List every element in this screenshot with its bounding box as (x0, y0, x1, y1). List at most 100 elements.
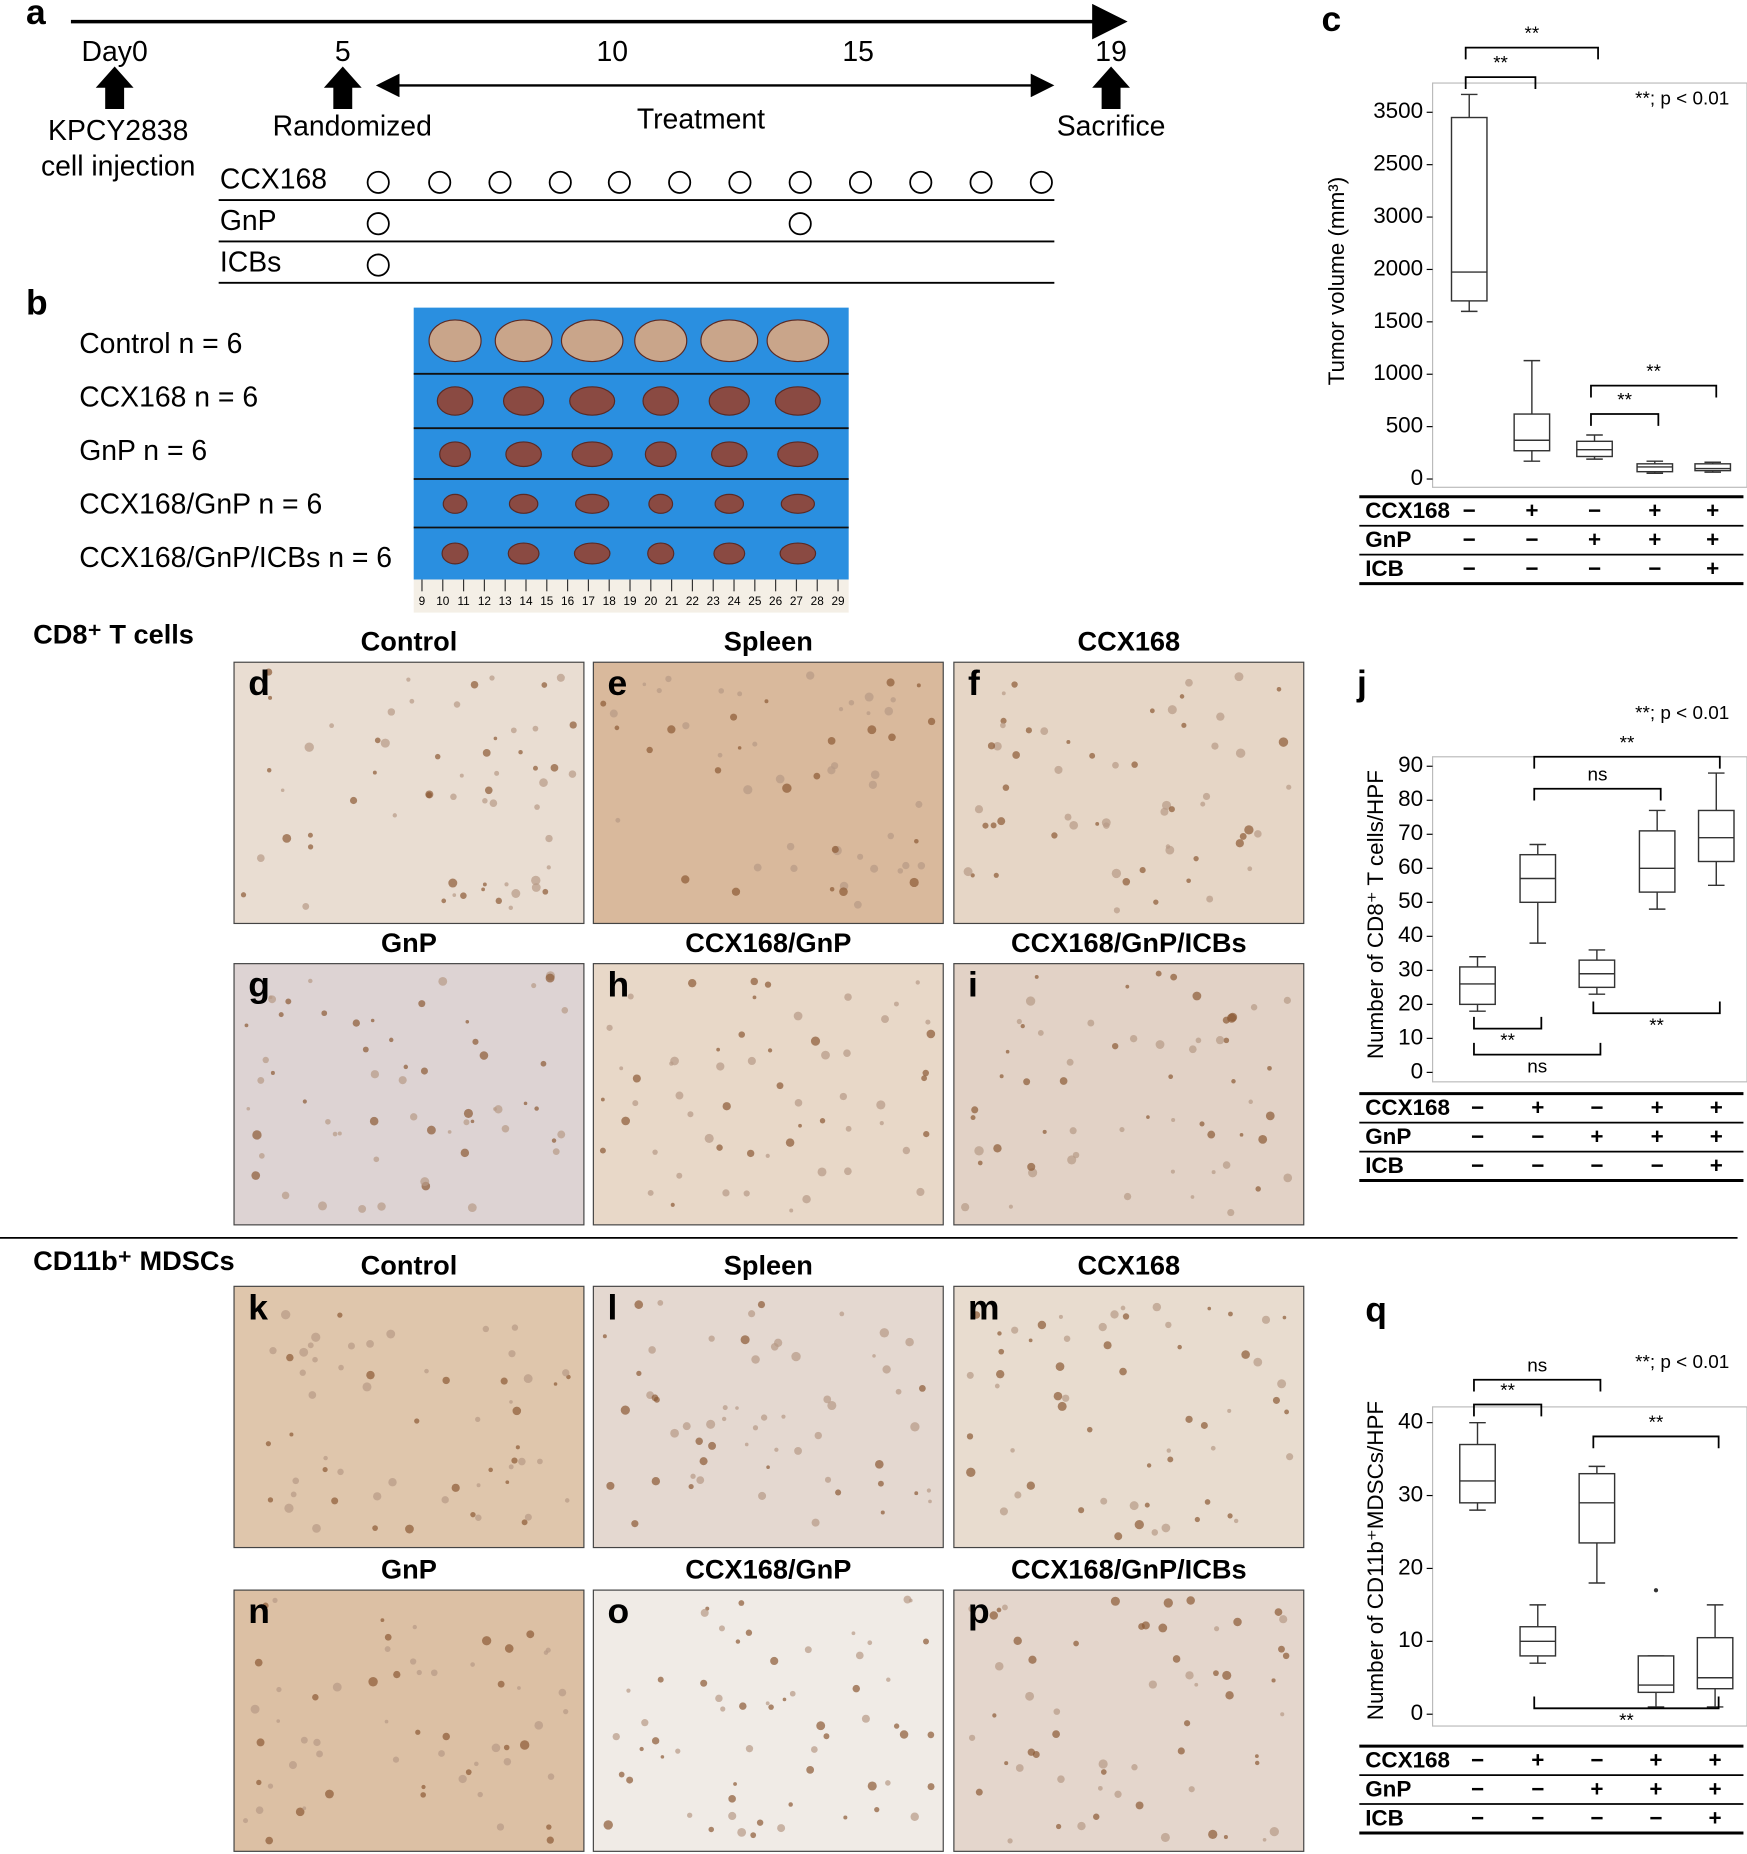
stained-cell (362, 1046, 369, 1053)
stained-cell (465, 1769, 472, 1776)
stained-cell (1179, 694, 1185, 699)
stained-cell (738, 1600, 745, 1606)
stained-cell (569, 721, 577, 729)
stained-cell (459, 773, 464, 778)
table-sign: − (1531, 1124, 1544, 1149)
event-arrow (95, 66, 134, 110)
stained-cell (735, 1639, 741, 1644)
table-sign: − (1471, 1805, 1484, 1830)
stained-cell (458, 1774, 467, 1784)
stained-cell (966, 1467, 976, 1478)
stained-cell (546, 1824, 552, 1830)
stained-cell (398, 1076, 407, 1085)
stained-cell (1234, 672, 1244, 682)
stained-cell (997, 817, 1006, 826)
stained-cell (1227, 1513, 1233, 1519)
stained-cell (299, 1369, 306, 1376)
stained-cell (1200, 801, 1206, 807)
stained-cell (1086, 1426, 1093, 1433)
tumor (648, 493, 674, 514)
stained-cell (735, 1406, 739, 1410)
stained-cell (925, 1019, 931, 1025)
stained-cell (773, 1338, 783, 1347)
micrograph (592, 661, 944, 925)
stained-cell (884, 706, 894, 716)
stained-cell (722, 1102, 731, 1111)
micrograph-title: CCX168/GnP/ICBs (1011, 1553, 1247, 1584)
stained-cell (369, 1116, 379, 1126)
stained-cell (1146, 1115, 1150, 1119)
stained-cell (851, 1631, 856, 1636)
stained-cell (1059, 1077, 1068, 1085)
stained-cell (302, 902, 310, 910)
stained-cell (831, 762, 839, 770)
stained-cell (384, 1633, 392, 1641)
stained-cell (660, 1755, 665, 1759)
table-row-label: GnP (1365, 1124, 1411, 1149)
stained-cell (1214, 1626, 1220, 1632)
stained-cell (745, 1745, 754, 1753)
stained-cell (823, 1395, 832, 1404)
dose-marker (1029, 170, 1053, 194)
stained-cell (794, 1447, 802, 1455)
box (1450, 116, 1488, 302)
stained-cell (372, 770, 377, 775)
stained-cell (1210, 1445, 1216, 1451)
table-sign: − (1648, 556, 1661, 581)
stained-cell (508, 1464, 514, 1470)
stained-cell (503, 1744, 510, 1751)
stained-cell (1002, 784, 1010, 791)
stained-cell (426, 1125, 436, 1135)
stained-cell (366, 1340, 374, 1348)
stained-cell (899, 1730, 909, 1739)
significance-label: ns (1527, 1057, 1547, 1078)
stained-cell (420, 1067, 428, 1075)
stained-cell (855, 1651, 864, 1660)
stained-cell (997, 1331, 1002, 1336)
stained-cell (1015, 1764, 1024, 1772)
box (1697, 809, 1735, 863)
y-tick-label: 40 (1398, 1409, 1423, 1434)
stained-cell (886, 678, 895, 687)
stained-cell (1235, 839, 1244, 848)
stained-cell (276, 1719, 281, 1723)
stained-cell (1163, 1598, 1173, 1608)
stained-cell (1168, 1074, 1174, 1080)
stained-cell (718, 688, 725, 694)
stained-cell (1190, 1195, 1195, 1199)
stained-cell (634, 1300, 644, 1309)
significance-bracket (1533, 787, 1662, 801)
stained-cell (639, 1746, 644, 1752)
stained-cell (916, 1187, 925, 1197)
stained-cell (730, 713, 738, 721)
stained-cell (922, 1069, 929, 1077)
box (1638, 830, 1676, 893)
stained-cell (244, 1023, 249, 1028)
table-sign: + (1709, 1747, 1722, 1772)
stained-cell (1100, 1497, 1108, 1505)
stained-cell (764, 981, 772, 988)
stained-cell (1253, 1357, 1263, 1367)
stained-cell (1131, 761, 1138, 768)
stained-cell (1269, 1826, 1279, 1837)
significance-label: ns (1527, 1356, 1547, 1377)
stained-cell (1171, 1117, 1176, 1123)
stained-cell (716, 1062, 725, 1071)
stained-cell (1093, 1813, 1100, 1820)
ruler-label: 20 (644, 594, 658, 608)
stained-cell (421, 1784, 426, 1790)
tumor (766, 319, 830, 363)
y-tick-label: 60 (1398, 854, 1423, 879)
stained-cell (494, 770, 500, 776)
significance-bracket (1592, 1001, 1721, 1015)
stained-cell (318, 1201, 328, 1211)
stained-cell (278, 1012, 284, 1018)
table-sign: − (1590, 1747, 1603, 1772)
stained-cell (322, 1467, 328, 1473)
stained-cell (420, 1177, 430, 1187)
stained-cell (347, 1342, 355, 1350)
stained-cell (1231, 1079, 1236, 1084)
y-tick-label: 3500 (1373, 98, 1423, 123)
stained-cell (1161, 1523, 1171, 1533)
significance-label: ** (1646, 362, 1661, 383)
